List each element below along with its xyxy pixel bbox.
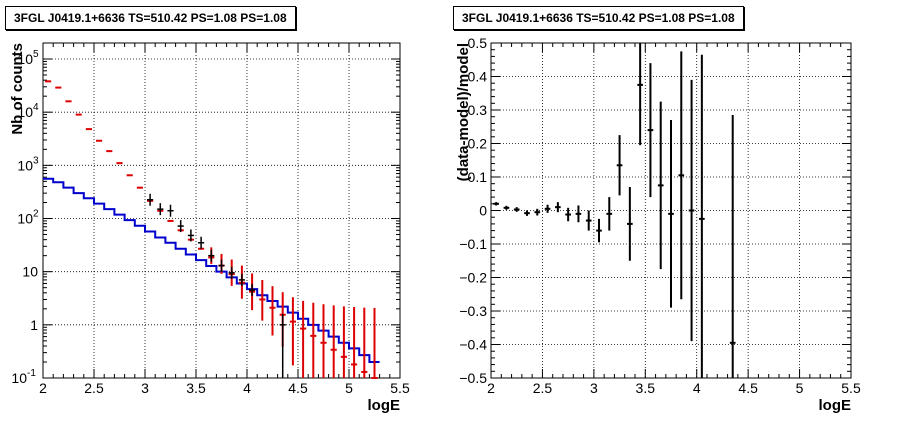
right-chart-title: 3FGL J0419.1+6636 TS=510.42 PS=1.08 PS=1…: [453, 6, 744, 30]
x-tick-label: 5.5: [390, 380, 410, 396]
y-axis-label: (data-model)/model: [455, 43, 472, 181]
y-tick-label: 0.2: [468, 136, 488, 152]
x-tick-label: 4.5: [738, 380, 758, 396]
x-tick-label: 5: [345, 380, 353, 396]
y-tick-label: 0.5: [468, 35, 488, 51]
y-tick-label: 0: [479, 203, 487, 219]
y-tick-label: 10: [22, 264, 38, 280]
y-tick-label-exponent: 5: [33, 49, 39, 60]
x-tick-label: 4.5: [288, 380, 308, 396]
y-tick-label: 10: [17, 157, 33, 173]
x-tick-label: 2.5: [533, 380, 553, 396]
y-tick-label-exponent: -1: [27, 368, 36, 379]
x-tick-label: 2: [487, 380, 495, 396]
y-axis-label: Nb of counts: [9, 43, 26, 135]
y-tick-label: −0.3: [459, 303, 487, 319]
y-tick-label-exponent: 3: [33, 155, 39, 166]
y-tick-label-exponent: 2: [33, 209, 39, 220]
x-tick-label: 3.5: [186, 380, 206, 396]
x-tick-label: 3.5: [636, 380, 656, 396]
y-tick-label: 0.1: [468, 169, 488, 185]
left-chart-title: 3FGL J0419.1+6636 TS=510.42 PS=1.08 PS=1…: [5, 6, 296, 30]
y-tick-label: −0.4: [459, 337, 487, 353]
x-tick-label: 5: [796, 380, 804, 396]
y-tick-label: 10: [17, 211, 33, 227]
plot-frame: [42, 42, 401, 379]
x-tick-label: 3: [590, 380, 598, 396]
x-tick-label: 2.5: [84, 380, 104, 396]
y-tick-label: −0.1: [459, 236, 487, 252]
x-tick-label: 5.5: [841, 380, 861, 396]
y-tick-label: 10: [17, 51, 33, 67]
x-tick-label: 2: [39, 380, 47, 396]
x-tick-label: 4: [693, 380, 701, 396]
y-tick-label: −0.2: [459, 270, 487, 286]
model-histogram: [43, 177, 380, 363]
y-tick-label: 10: [11, 370, 27, 386]
x-tick-label: 4: [243, 380, 251, 396]
y-tick-label: 0.4: [468, 69, 488, 85]
y-tick-label: 1: [30, 317, 38, 333]
y-tick-label: 0.3: [468, 102, 488, 118]
x-axis-label: logE: [368, 397, 401, 414]
y-tick-label: −0.5: [459, 370, 487, 386]
x-axis-label: logE: [819, 397, 852, 414]
x-tick-label: 3: [141, 380, 149, 396]
y-tick-label: 10: [17, 104, 33, 120]
y-tick-label-exponent: 4: [33, 102, 39, 113]
